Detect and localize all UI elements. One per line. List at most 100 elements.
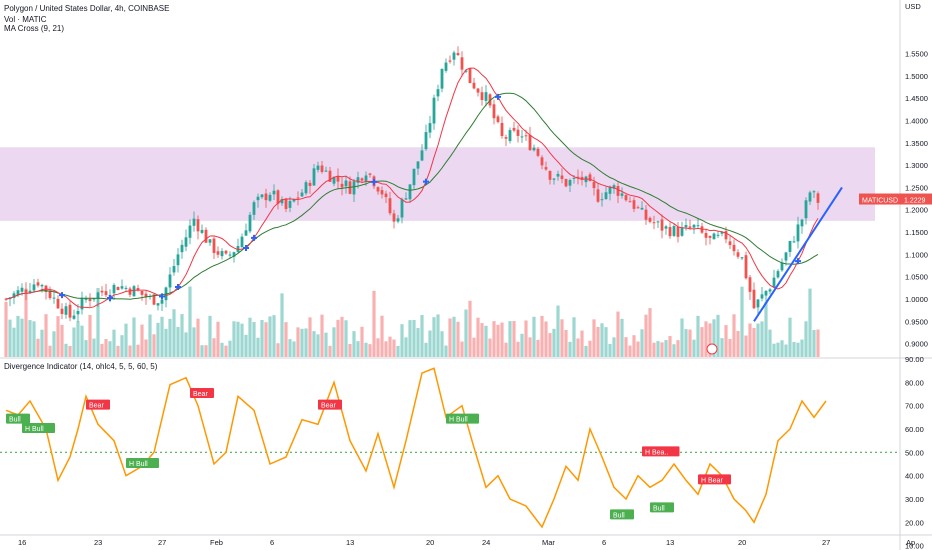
volume-bar (224, 345, 228, 357)
candle-body (280, 199, 284, 204)
time-tick-label: 16 (18, 538, 26, 547)
candle-body (780, 262, 784, 271)
candle-body (492, 104, 496, 119)
volume-bar (644, 314, 648, 357)
volume-bar (100, 343, 104, 357)
volume-bar (752, 328, 756, 357)
candle-body (336, 176, 340, 182)
volume-bar (452, 316, 456, 357)
candle-body (776, 271, 780, 278)
candle-body (744, 255, 748, 279)
volume-bar (348, 343, 352, 357)
candle-body (252, 202, 256, 215)
candle-body (232, 252, 236, 257)
candle-body (56, 298, 60, 309)
divergence-label: Bull (613, 512, 625, 519)
candle-body (804, 200, 808, 219)
price-tick-label: 0.9000 (905, 340, 928, 349)
candle-body (456, 53, 460, 56)
candle-body (752, 289, 756, 309)
volume-bar (212, 338, 216, 357)
divergence-label: Bear (321, 403, 336, 410)
volume-bar (108, 341, 112, 357)
candle-body (40, 284, 44, 287)
candle-body (552, 178, 556, 180)
volume-bar (268, 316, 272, 357)
candle-body (404, 198, 408, 200)
candle-body (740, 257, 744, 259)
volume-bar (388, 336, 392, 357)
volume-bar (788, 317, 792, 357)
candle-body (152, 294, 156, 305)
volume-bar (708, 323, 712, 357)
volume-bar (244, 334, 248, 357)
candle-body (92, 298, 96, 300)
volume-bar (72, 327, 76, 357)
volume-bar (300, 328, 304, 357)
candle-body (496, 116, 500, 123)
volume-bar (668, 336, 672, 357)
candle-body (660, 219, 664, 231)
volume-bar (352, 331, 356, 357)
osc-tick-label: 10.00 (905, 542, 924, 550)
volume-bar (196, 318, 200, 357)
candle-body (600, 199, 604, 201)
volume-bar (152, 334, 156, 357)
volume-bar (120, 335, 124, 357)
volume-bar (568, 341, 572, 357)
price-tick-label: 1.0500 (905, 273, 928, 282)
volume-bar (76, 321, 80, 357)
candle-body (48, 290, 52, 299)
candle-body (132, 286, 136, 297)
time-tick-label: 20 (738, 538, 746, 547)
candle-body (408, 184, 412, 200)
time-tick-label: 6 (602, 538, 606, 547)
volume-bar (604, 327, 608, 357)
candle-body (500, 122, 504, 137)
volume-bar (8, 319, 12, 357)
volume-bar (736, 331, 740, 357)
candle-body (520, 136, 524, 138)
time-tick-label: Ap (906, 538, 915, 547)
volume-bar (432, 317, 436, 357)
volume-bar (712, 319, 716, 357)
candle-body (424, 132, 428, 150)
divergence-label: Bear (193, 391, 208, 398)
volume-bar (704, 321, 708, 357)
chart-title: Polygon / United States Dollar, 4h, COIN… (4, 4, 170, 13)
candle-body (716, 234, 720, 236)
volume-bar (620, 318, 624, 357)
candle-body (452, 52, 456, 60)
candle-body (724, 231, 728, 240)
volume-bar (4, 301, 8, 357)
volume-bar (256, 337, 260, 357)
ma-cross-marker (371, 178, 377, 185)
candle-body (640, 207, 644, 210)
candle-body (184, 237, 188, 247)
volume-bar (528, 337, 532, 357)
candle-body (260, 194, 264, 198)
volume-bar (24, 288, 28, 357)
candle-body (784, 252, 788, 261)
candle-body (212, 238, 216, 254)
candle-body (712, 233, 716, 240)
volume-bar (756, 323, 760, 357)
volume-bar (484, 325, 488, 357)
volume-bar (776, 342, 780, 357)
volume-bar (260, 319, 264, 357)
volume-bar (676, 340, 680, 357)
volume-bar (692, 339, 696, 357)
volume-bar (772, 343, 776, 357)
volume-bar (564, 329, 568, 357)
candle-body (300, 192, 304, 197)
trendline (753, 186, 843, 322)
time-tick-label: 24 (482, 538, 490, 547)
candle-body (692, 224, 696, 228)
volume-bar (560, 319, 564, 357)
volume-bar (68, 346, 72, 357)
candle-body (112, 284, 116, 294)
volume-bar (408, 320, 412, 357)
candle-body (100, 290, 104, 293)
volume-bar (228, 340, 232, 357)
